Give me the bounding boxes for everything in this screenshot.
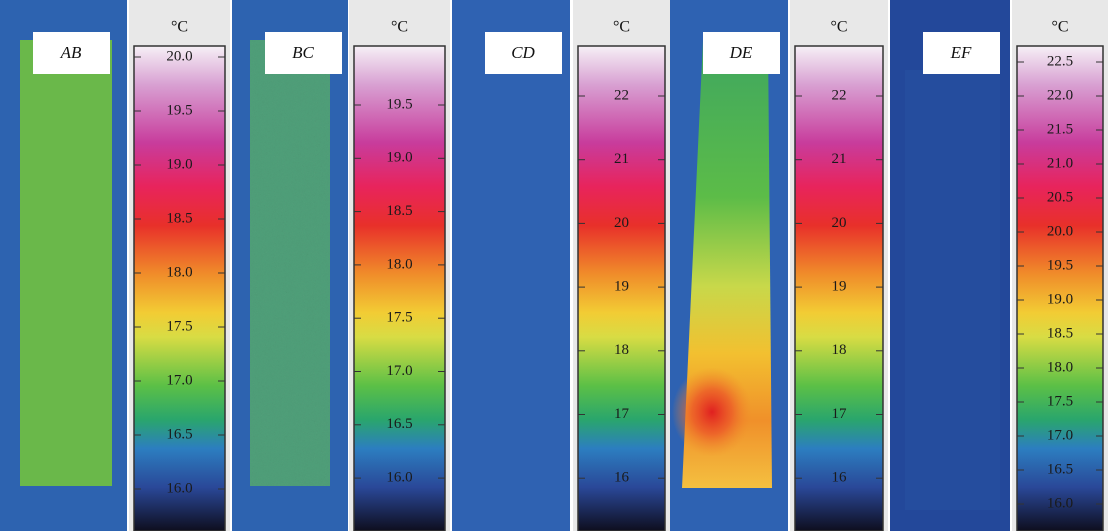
tick-label: 16.0: [1047, 495, 1073, 511]
tick-label: 18.0: [1047, 359, 1073, 375]
tick-label: 21: [832, 151, 847, 167]
tick-label: 19: [832, 279, 847, 295]
tick-label: 16: [832, 470, 848, 486]
tick-label: 18.5: [1047, 325, 1073, 341]
tick-label: 18.0: [166, 264, 192, 280]
colorbar: [354, 46, 445, 531]
tick-label: 21.0: [1047, 155, 1073, 171]
tick-label: 17: [832, 406, 848, 422]
hot-spot: [672, 367, 752, 457]
tick-label: 18.0: [386, 256, 412, 272]
unit-label: °C: [830, 19, 847, 36]
tick-label: 19.0: [1047, 291, 1073, 307]
tick-label: 18: [832, 342, 847, 358]
panel-label: BC: [292, 43, 314, 62]
tick-label: 20.5: [1047, 189, 1073, 205]
tick-label: 22.0: [1047, 87, 1073, 103]
tick-label: 16: [614, 470, 630, 486]
tick-label: 21.5: [1047, 121, 1073, 137]
tick-label: 19.5: [166, 102, 192, 118]
tick-label: 22: [832, 87, 847, 103]
tick-label: 17.0: [386, 363, 412, 379]
tick-label: 17.5: [1047, 393, 1073, 409]
tick-label: 20: [832, 215, 847, 231]
panel-label: AB: [60, 43, 82, 62]
tick-label: 19: [614, 279, 629, 295]
tick-label: 16.0: [386, 470, 412, 486]
panel-label: EF: [950, 43, 972, 62]
tick-label: 16.0: [166, 480, 192, 496]
tick-label: 18.5: [386, 203, 412, 219]
tick-label: 16.5: [386, 416, 412, 432]
panel-label: CD: [511, 43, 535, 62]
tick-label: 17.0: [1047, 427, 1073, 443]
tick-label: 19.5: [386, 96, 412, 112]
tick-label: 17.5: [386, 310, 412, 326]
tick-label: 18: [614, 342, 629, 358]
specimen-texture: [250, 40, 330, 486]
tick-label: 17: [614, 406, 630, 422]
tick-label: 16.5: [1047, 461, 1073, 477]
panel-label: DE: [729, 43, 753, 62]
unit-label: °C: [1051, 19, 1068, 36]
tick-label: 17.5: [166, 318, 192, 334]
tick-label: 22.5: [1047, 53, 1073, 69]
specimen: [20, 40, 112, 486]
unit-label: °C: [391, 19, 408, 36]
tick-label: 21: [614, 151, 629, 167]
colorbar: [1017, 46, 1103, 531]
unit-label: °C: [171, 19, 188, 36]
thermal-image: [452, 0, 570, 531]
tick-label: 18.5: [166, 210, 192, 226]
tick-label: 22: [614, 87, 629, 103]
tick-label: 19.0: [386, 150, 412, 166]
figure: AB °C 20.0 19.5 19.0 18.5 18.0 17.5 17.0 16.5 16.0…: [0, 0, 1108, 531]
tick-label: 16.5: [166, 426, 192, 442]
tick-label: 20: [614, 215, 629, 231]
tick-label: 20.0: [166, 48, 192, 64]
unit-label: °C: [613, 19, 630, 36]
specimen: [905, 70, 1000, 510]
tick-label: 19.0: [166, 156, 192, 172]
colorbar: [134, 46, 225, 531]
tick-label: 20.0: [1047, 223, 1073, 239]
tick-label: 19.5: [1047, 257, 1073, 273]
tick-label: 17.0: [166, 372, 192, 388]
